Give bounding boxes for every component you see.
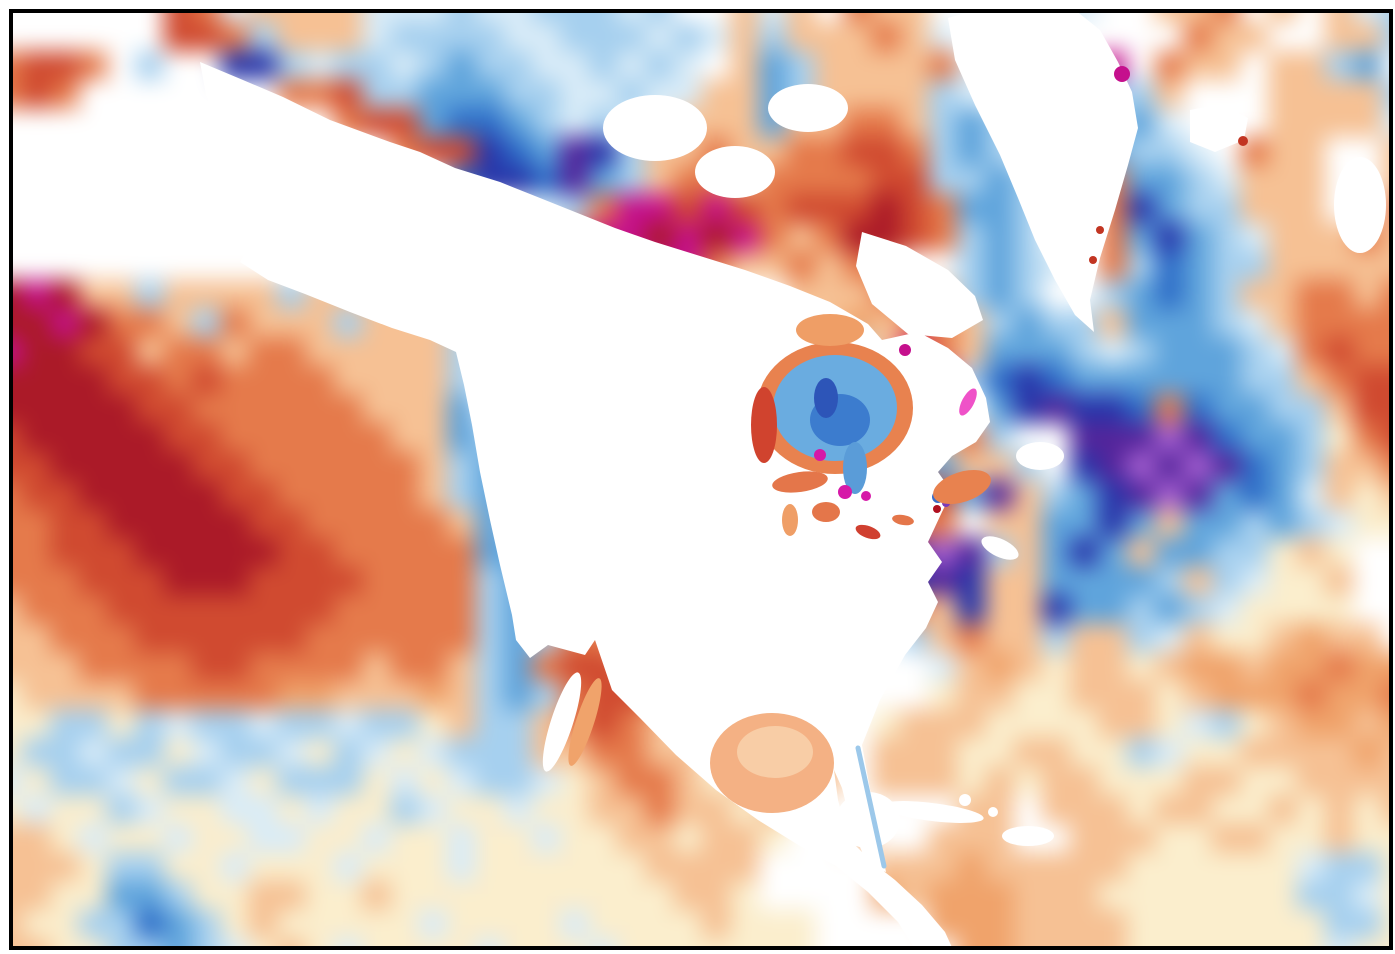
gulf-of-mexico-light-center <box>737 726 813 778</box>
gulf-of-california-warm <box>568 678 602 766</box>
cape-breton-crimson-spot <box>933 505 941 513</box>
land-ellesmere-island <box>768 84 848 132</box>
land-southampton-island <box>768 300 808 324</box>
land-cuba <box>880 801 984 823</box>
lake-erie <box>855 524 881 540</box>
land-baja-california <box>542 672 582 772</box>
map-frame <box>9 9 1393 950</box>
florida-coast-cool-strip <box>855 745 887 869</box>
james-bay <box>843 442 867 494</box>
hudson-magenta-spot-1 <box>814 449 826 461</box>
land-iceland <box>1190 104 1248 152</box>
lake-michigan <box>782 504 798 536</box>
hudson-bay-cold-streak <box>814 378 838 418</box>
land-victoria-island <box>603 95 707 161</box>
lake-huron <box>812 502 840 522</box>
land-hispaniola <box>1002 826 1054 846</box>
land-banks-island <box>695 146 775 198</box>
labrador-coast-pink-streak <box>959 388 977 416</box>
hudson-magenta-spot-3 <box>861 491 871 501</box>
hudson-magenta-spot-2 <box>838 485 852 499</box>
e-greenland-coast-red-spot-2 <box>1089 256 1097 264</box>
gulf-of-st-lawrence-warm <box>933 469 991 505</box>
land-nova-scotia <box>981 536 1019 560</box>
bahamas-white-spot-2 <box>988 807 998 817</box>
ne-greenland-magenta-spot <box>1114 66 1130 82</box>
land-british-isles-edge <box>1334 157 1386 253</box>
bahamas-white-spot-1 <box>959 794 971 806</box>
land-newfoundland <box>1016 442 1064 470</box>
hudson-west-warm-strip <box>751 387 777 463</box>
land-and-feature-overlay <box>200 13 1386 946</box>
land-greenland <box>948 13 1138 332</box>
iceland-se-red-spot <box>1238 136 1248 146</box>
land-baffin-island <box>856 232 983 338</box>
lake-superior <box>772 471 828 493</box>
foxe-basin-warm <box>796 314 864 346</box>
lake-ontario <box>892 514 914 526</box>
hudson-strait-magenta-spot <box>899 344 911 356</box>
e-greenland-coast-red-spot-1 <box>1096 226 1104 234</box>
